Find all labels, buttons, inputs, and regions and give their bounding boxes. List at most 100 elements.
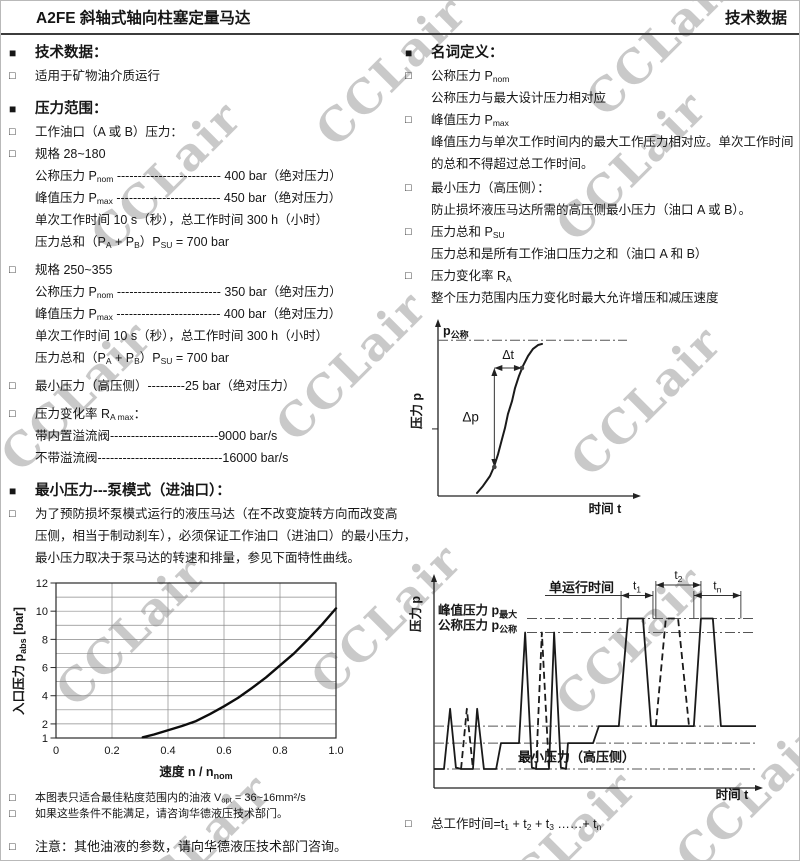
y-tick-label: 6 <box>42 663 48 675</box>
line-text: 公称压力 Pnom ------------------------- 400 … <box>35 169 342 184</box>
bullet-spacer <box>405 153 431 175</box>
text-line: 单次工作时间 10 s（秒），总工作时间 300 h（小时） <box>9 209 401 231</box>
bullet-spacer <box>9 347 35 369</box>
text-line: 峰值压力 Pmax ------------------------- 400 … <box>9 303 401 325</box>
list-item: □ 最小压力（高压侧）---------25 bar（绝对压力） <box>9 375 401 397</box>
arrowhead <box>431 574 437 582</box>
notice-block: □ 注意：其他油液的参数，请向华德液压技术部门咨询。 <box>9 836 401 858</box>
pressure-waveform-solid <box>434 617 756 770</box>
list-item: □ 压力变化率 RA <box>405 265 799 287</box>
open-square-bullet-icon: □ <box>9 264 16 276</box>
bullet-spacer <box>9 547 35 569</box>
open-square-bullet-icon: □ <box>9 841 16 853</box>
text-line: 的总和不得超过总工作时间。 <box>405 153 799 175</box>
arrowhead <box>644 592 653 599</box>
pressure-rise-curve <box>476 342 544 494</box>
list-item: □ 本图表只适合最佳粘度范围内的油液 Vopt = 36~16mm²/s <box>9 790 401 806</box>
line-text: 压力变化率 RA <box>431 269 512 284</box>
line-text: 最小压力（高压侧）： <box>431 181 550 195</box>
arrowhead <box>621 592 630 599</box>
minimum-pressure-label: 最小压力（高压侧） <box>518 749 635 764</box>
line-text: 技术数据： <box>35 45 108 61</box>
open-square-bullet-icon: □ <box>405 114 412 126</box>
x-axis-label: 速度 n / nnom <box>159 764 232 781</box>
line-text: 压力变化率 RA max： <box>35 407 147 422</box>
open-square-bullet-icon: □ <box>9 70 16 82</box>
definitions-block: ■ 名词定义： □ 公称压力 Pnom 公称压力与最大设计压力相对应 □ 峰值压力 Pmax… <box>405 41 799 309</box>
delta-p-label: Δp <box>462 410 479 425</box>
line-text: 适用于矿物油介质运行 <box>35 69 161 83</box>
line-text: 不带溢流阀------------------------------16000… <box>35 451 289 465</box>
arrowhead <box>491 368 498 377</box>
x-tick-label: 0.2 <box>104 745 119 757</box>
open-square-bullet-icon: □ <box>9 148 16 160</box>
line-text: 压力总和 PSU <box>431 225 505 240</box>
list-item: □ 注意：其他油液的参数，请向华德液压技术部门咨询。 <box>9 836 401 858</box>
pressure-rise-diagram: p公称 Δt Δp 时间 t 压力 p <box>409 319 641 516</box>
y-axis-label: 压力 p <box>408 596 423 632</box>
arrowhead <box>692 582 701 588</box>
line-text: 如果这些条件不能满足，请咨询华德液压技术部门。 <box>35 808 288 820</box>
open-square-bullet-icon: □ <box>405 182 412 194</box>
y-tick-label: 8 <box>42 634 48 646</box>
list-item: □ 适用于矿物油介质运行 <box>9 65 401 87</box>
filled-square-bullet-icon: ■ <box>9 102 17 116</box>
pressure-waveform-dashed <box>535 631 550 770</box>
text-line: 单次工作时间 10 s（秒），总工作时间 300 h（小时） <box>9 325 401 347</box>
open-square-bullet-icon: □ <box>405 270 412 282</box>
line-text: 最小压力---泵模式（进油口）： <box>35 483 231 499</box>
line-text: 名词定义： <box>431 45 504 61</box>
x-tick-label: 0.8 <box>272 745 287 757</box>
arrowhead <box>732 592 741 599</box>
line-text: 规格 250~355 <box>35 263 113 277</box>
line-text: 工作油口（A 或 B）压力： <box>35 125 183 139</box>
line-text: 最小压力（高压侧）---------25 bar（绝对压力） <box>35 379 296 393</box>
bullet-spacer <box>405 131 431 153</box>
line-text: 规格 28~180 <box>35 147 106 161</box>
y-tick-label: 12 <box>36 578 48 590</box>
y-tick-label: 10 <box>36 606 48 618</box>
chart-notes-block: □ 本图表只适合最佳粘度范围内的油液 Vopt = 36~16mm²/s □ 如果这些… <box>9 790 401 822</box>
line-text: 整个压力范围内压力变化时最大允许增压和减压速度 <box>431 291 719 305</box>
x-tick-label: 1.0 <box>328 745 343 757</box>
curve-point-dot <box>519 365 525 371</box>
x-axis-label: 时间 t <box>589 501 622 516</box>
y-axis-label: 压力 p <box>409 393 424 429</box>
line-text: 压力范围： <box>35 101 108 117</box>
nominal-pressure-label: 公称压力 p公称 <box>438 617 517 634</box>
text-line: 最小压力取决于泵马达的转速和排量，参见下面特性曲线。 <box>9 547 401 569</box>
filled-square-bullet-icon: ■ <box>9 484 17 498</box>
pressure-waveform-dashed <box>654 617 690 727</box>
line-text: 单次工作时间 10 s（秒），总工作时间 300 h（小时） <box>35 329 329 343</box>
x-tick-label: 0.4 <box>160 745 175 757</box>
text-line: 压力总和（PA + PB）PSU = 700 bar <box>9 347 401 369</box>
y-axis-label: 入口压力 pabs [bar] <box>11 607 28 715</box>
line-text: 注意：其他油液的参数，请向华德液压技术部门咨询。 <box>35 839 348 854</box>
list-item: □ 压力总和 PSU <box>405 221 799 243</box>
list-item: □ 总工作时间=t1 + t2 + t3 ……+ tn <box>405 813 799 835</box>
list-item: □ 规格 28~180 <box>9 143 401 165</box>
line-text: 的总和不得超过总工作时间。 <box>431 157 594 171</box>
x-tick-label: 0 <box>53 745 59 757</box>
list-item: □ 公称压力 Pnom <box>405 65 799 87</box>
section-heading: ■ 技术数据： <box>9 41 401 65</box>
run-time-marker-label: t1 <box>633 579 641 595</box>
text-line: 不带溢流阀------------------------------16000… <box>9 447 401 469</box>
list-item: □ 为了预防损坏泵模式运行的液压马达（在不改变旋转方向而改变高 <box>9 503 401 525</box>
arrowhead <box>693 592 702 599</box>
pressure-waveform-dashed <box>460 707 474 770</box>
arrowhead <box>491 458 498 467</box>
text-line: 整个压力范围内压力变化时最大允许增压和减压速度 <box>405 287 799 309</box>
bullet-spacer <box>9 281 35 303</box>
line-text: 峰值压力 Pmax ------------------------- 400 … <box>35 307 342 322</box>
bullet-spacer <box>405 287 431 309</box>
line-text: 压力总和是所有工作油口压力之和（油口 A 和 B） <box>431 247 708 261</box>
open-square-bullet-icon: □ <box>405 818 412 830</box>
bullet-spacer <box>405 243 431 265</box>
bullet-spacer <box>9 447 35 469</box>
open-square-bullet-icon: □ <box>9 126 16 138</box>
arrowhead <box>435 319 441 327</box>
filled-square-bullet-icon: ■ <box>9 46 17 60</box>
list-item: □ 峰值压力 Pmax <box>405 109 799 131</box>
line-text: 压力总和（PA + PB）PSU = 700 bar <box>35 235 230 250</box>
